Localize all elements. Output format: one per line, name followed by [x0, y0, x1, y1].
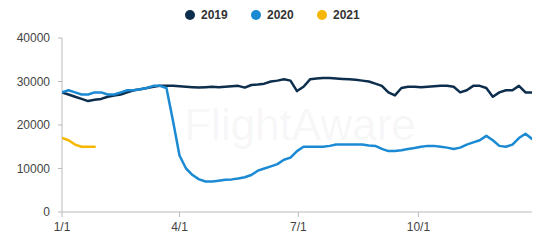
x-tick-label: 7/1: [290, 220, 307, 234]
y-tick-label: 0: [43, 205, 50, 219]
x-tick: [62, 212, 63, 217]
y-tick-label: 40000: [17, 31, 51, 45]
legend-swatch: [317, 10, 327, 20]
y-tick: [58, 125, 62, 126]
x-tick: [418, 212, 419, 217]
legend-swatch: [251, 10, 261, 20]
series-line: [62, 138, 95, 147]
y-tick: [58, 212, 62, 213]
y-tick-label: 30000: [17, 75, 51, 89]
y-tick: [58, 38, 62, 39]
y-tick: [58, 81, 62, 82]
x-tick-label: 10/1: [407, 220, 431, 234]
y-tick-label: 10000: [17, 162, 51, 176]
legend-swatch: [185, 10, 195, 20]
y-tick-label: 20000: [17, 118, 51, 132]
chart: FlightAware 0 10000 20000 30000 40000 1/1 4/1 7/…: [0, 0, 548, 252]
plot-area: [62, 78, 532, 182]
x-tick-label: 4/1: [171, 220, 188, 234]
watermark: FlightAware: [184, 100, 416, 149]
series-line: [62, 86, 532, 182]
y-axis: [62, 38, 63, 212]
x-tick: [179, 212, 180, 217]
legend-label: 2019: [201, 8, 228, 22]
x-tick: [298, 212, 299, 217]
x-tick-label: 1/1: [54, 220, 71, 234]
legend-label: 2020: [267, 8, 294, 22]
x-axis: [62, 212, 532, 213]
y-tick: [58, 168, 62, 169]
legend-label: 2021: [333, 8, 360, 22]
